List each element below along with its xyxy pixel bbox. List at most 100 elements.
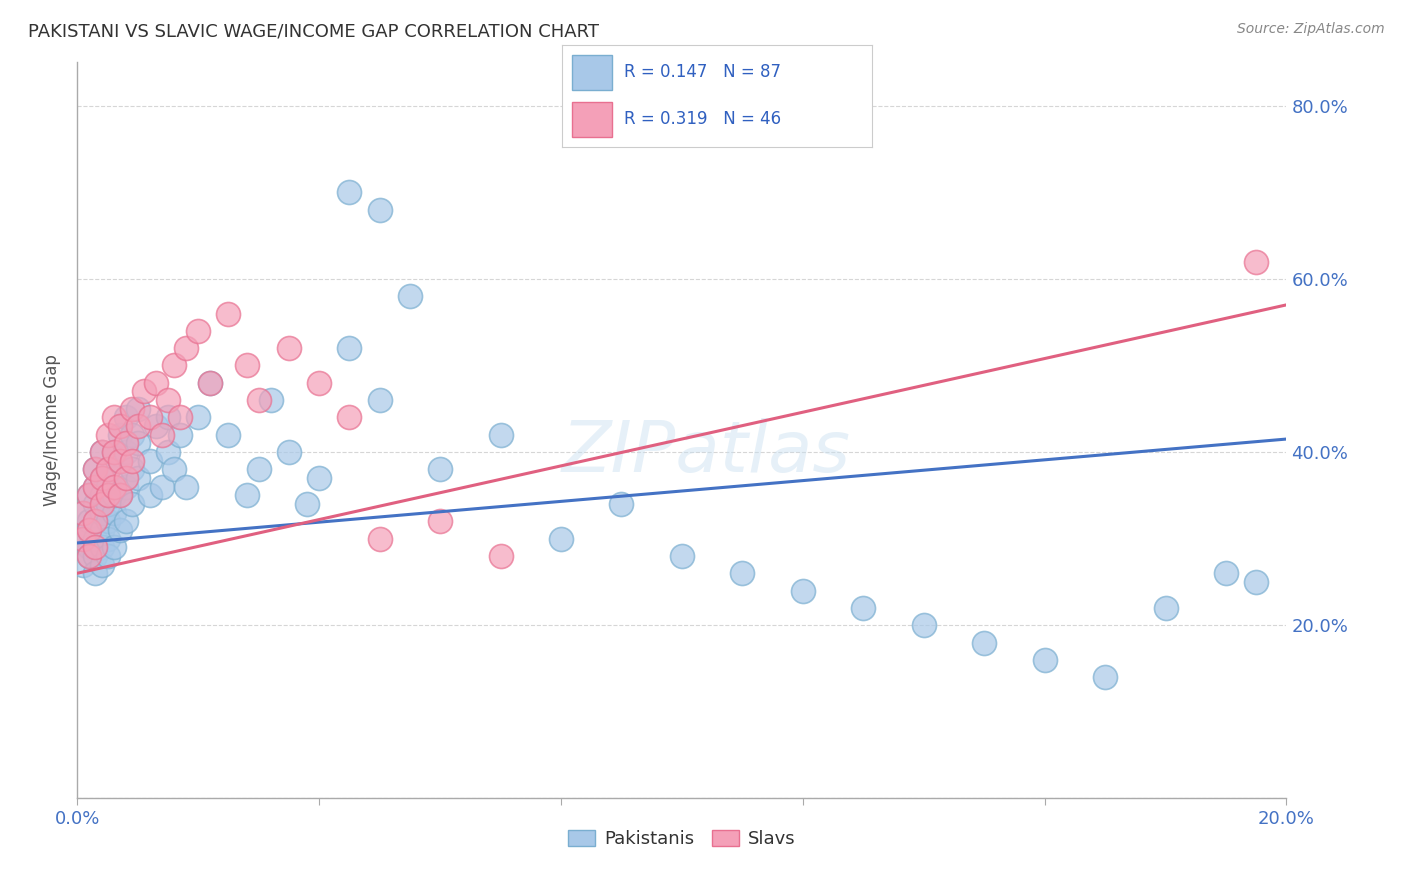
Point (235, 488, 257, 502)
Point (90, 506, 112, 520)
Point (247, 462, 270, 476)
Point (127, 401, 149, 416)
Point (96, 427, 118, 442)
Point (90, 471, 112, 485)
Y-axis label: Wage/Income Gap: Wage/Income Gap (44, 354, 62, 507)
Point (295, 497, 318, 511)
Bar (572, 55, 612, 90)
Point (90, 445, 112, 459)
Legend: Pakistanis, Slavs: Pakistanis, Slavs (561, 822, 803, 855)
Text: ZIPatlas: ZIPatlas (561, 418, 851, 487)
Point (127, 436, 149, 450)
Point (308, 471, 330, 485)
Point (103, 445, 125, 459)
Point (1215, 566, 1237, 581)
Text: R = 0.147   N = 87: R = 0.147 N = 87 (624, 63, 782, 81)
Point (96, 462, 118, 476)
Point (103, 541, 125, 555)
Point (278, 445, 301, 459)
Point (169, 410, 191, 425)
Point (1246, 254, 1268, 268)
Point (96, 532, 118, 546)
Point (368, 532, 391, 546)
Point (610, 497, 633, 511)
Point (90, 497, 112, 511)
Point (260, 393, 283, 408)
Point (278, 341, 301, 355)
Point (337, 186, 360, 200)
Point (429, 462, 451, 476)
Text: R = 0.319   N = 46: R = 0.319 N = 46 (624, 111, 782, 128)
Point (79, 549, 101, 563)
Point (489, 427, 512, 442)
Point (103, 471, 125, 485)
Point (218, 306, 240, 320)
Point (90, 523, 112, 537)
Point (108, 453, 131, 467)
Point (90, 558, 112, 572)
Point (114, 480, 136, 494)
Point (731, 566, 754, 581)
Point (114, 471, 136, 485)
Point (1033, 653, 1056, 667)
Point (90, 488, 112, 502)
Point (96, 488, 118, 502)
Point (169, 427, 191, 442)
Point (308, 376, 330, 390)
Point (84, 566, 107, 581)
Point (368, 202, 391, 217)
Point (96, 462, 118, 476)
Point (157, 393, 180, 408)
Point (103, 480, 125, 494)
Point (429, 514, 451, 528)
Point (550, 532, 572, 546)
Point (84, 462, 107, 476)
Point (187, 410, 209, 425)
Point (108, 488, 131, 502)
Point (90, 471, 112, 485)
Point (96, 480, 118, 494)
Point (973, 635, 995, 649)
Point (157, 410, 180, 425)
Point (121, 401, 143, 416)
Point (96, 497, 118, 511)
Point (200, 376, 222, 390)
Point (121, 453, 143, 467)
Point (108, 419, 131, 434)
Point (1094, 670, 1116, 684)
Point (96, 514, 118, 528)
Point (103, 410, 125, 425)
Point (163, 359, 186, 373)
Point (84, 462, 107, 476)
Bar (572, 102, 612, 137)
Point (84, 480, 107, 494)
Point (174, 341, 197, 355)
Point (72, 506, 94, 520)
Point (912, 618, 935, 632)
Point (247, 393, 270, 408)
Point (139, 488, 162, 502)
Point (72, 532, 94, 546)
Point (852, 600, 875, 615)
Point (145, 376, 167, 390)
Point (79, 488, 101, 502)
Point (121, 497, 143, 511)
Point (84, 480, 107, 494)
Point (1246, 574, 1268, 589)
Point (792, 583, 814, 598)
Point (114, 514, 136, 528)
Point (90, 445, 112, 459)
Point (174, 480, 197, 494)
Point (121, 427, 143, 442)
Point (139, 410, 162, 425)
Point (145, 419, 167, 434)
Point (79, 549, 101, 563)
Point (84, 549, 107, 563)
Point (218, 427, 240, 442)
Point (337, 410, 360, 425)
Point (235, 359, 257, 373)
Point (84, 541, 107, 555)
Point (200, 376, 222, 390)
Point (337, 341, 360, 355)
Point (72, 532, 94, 546)
